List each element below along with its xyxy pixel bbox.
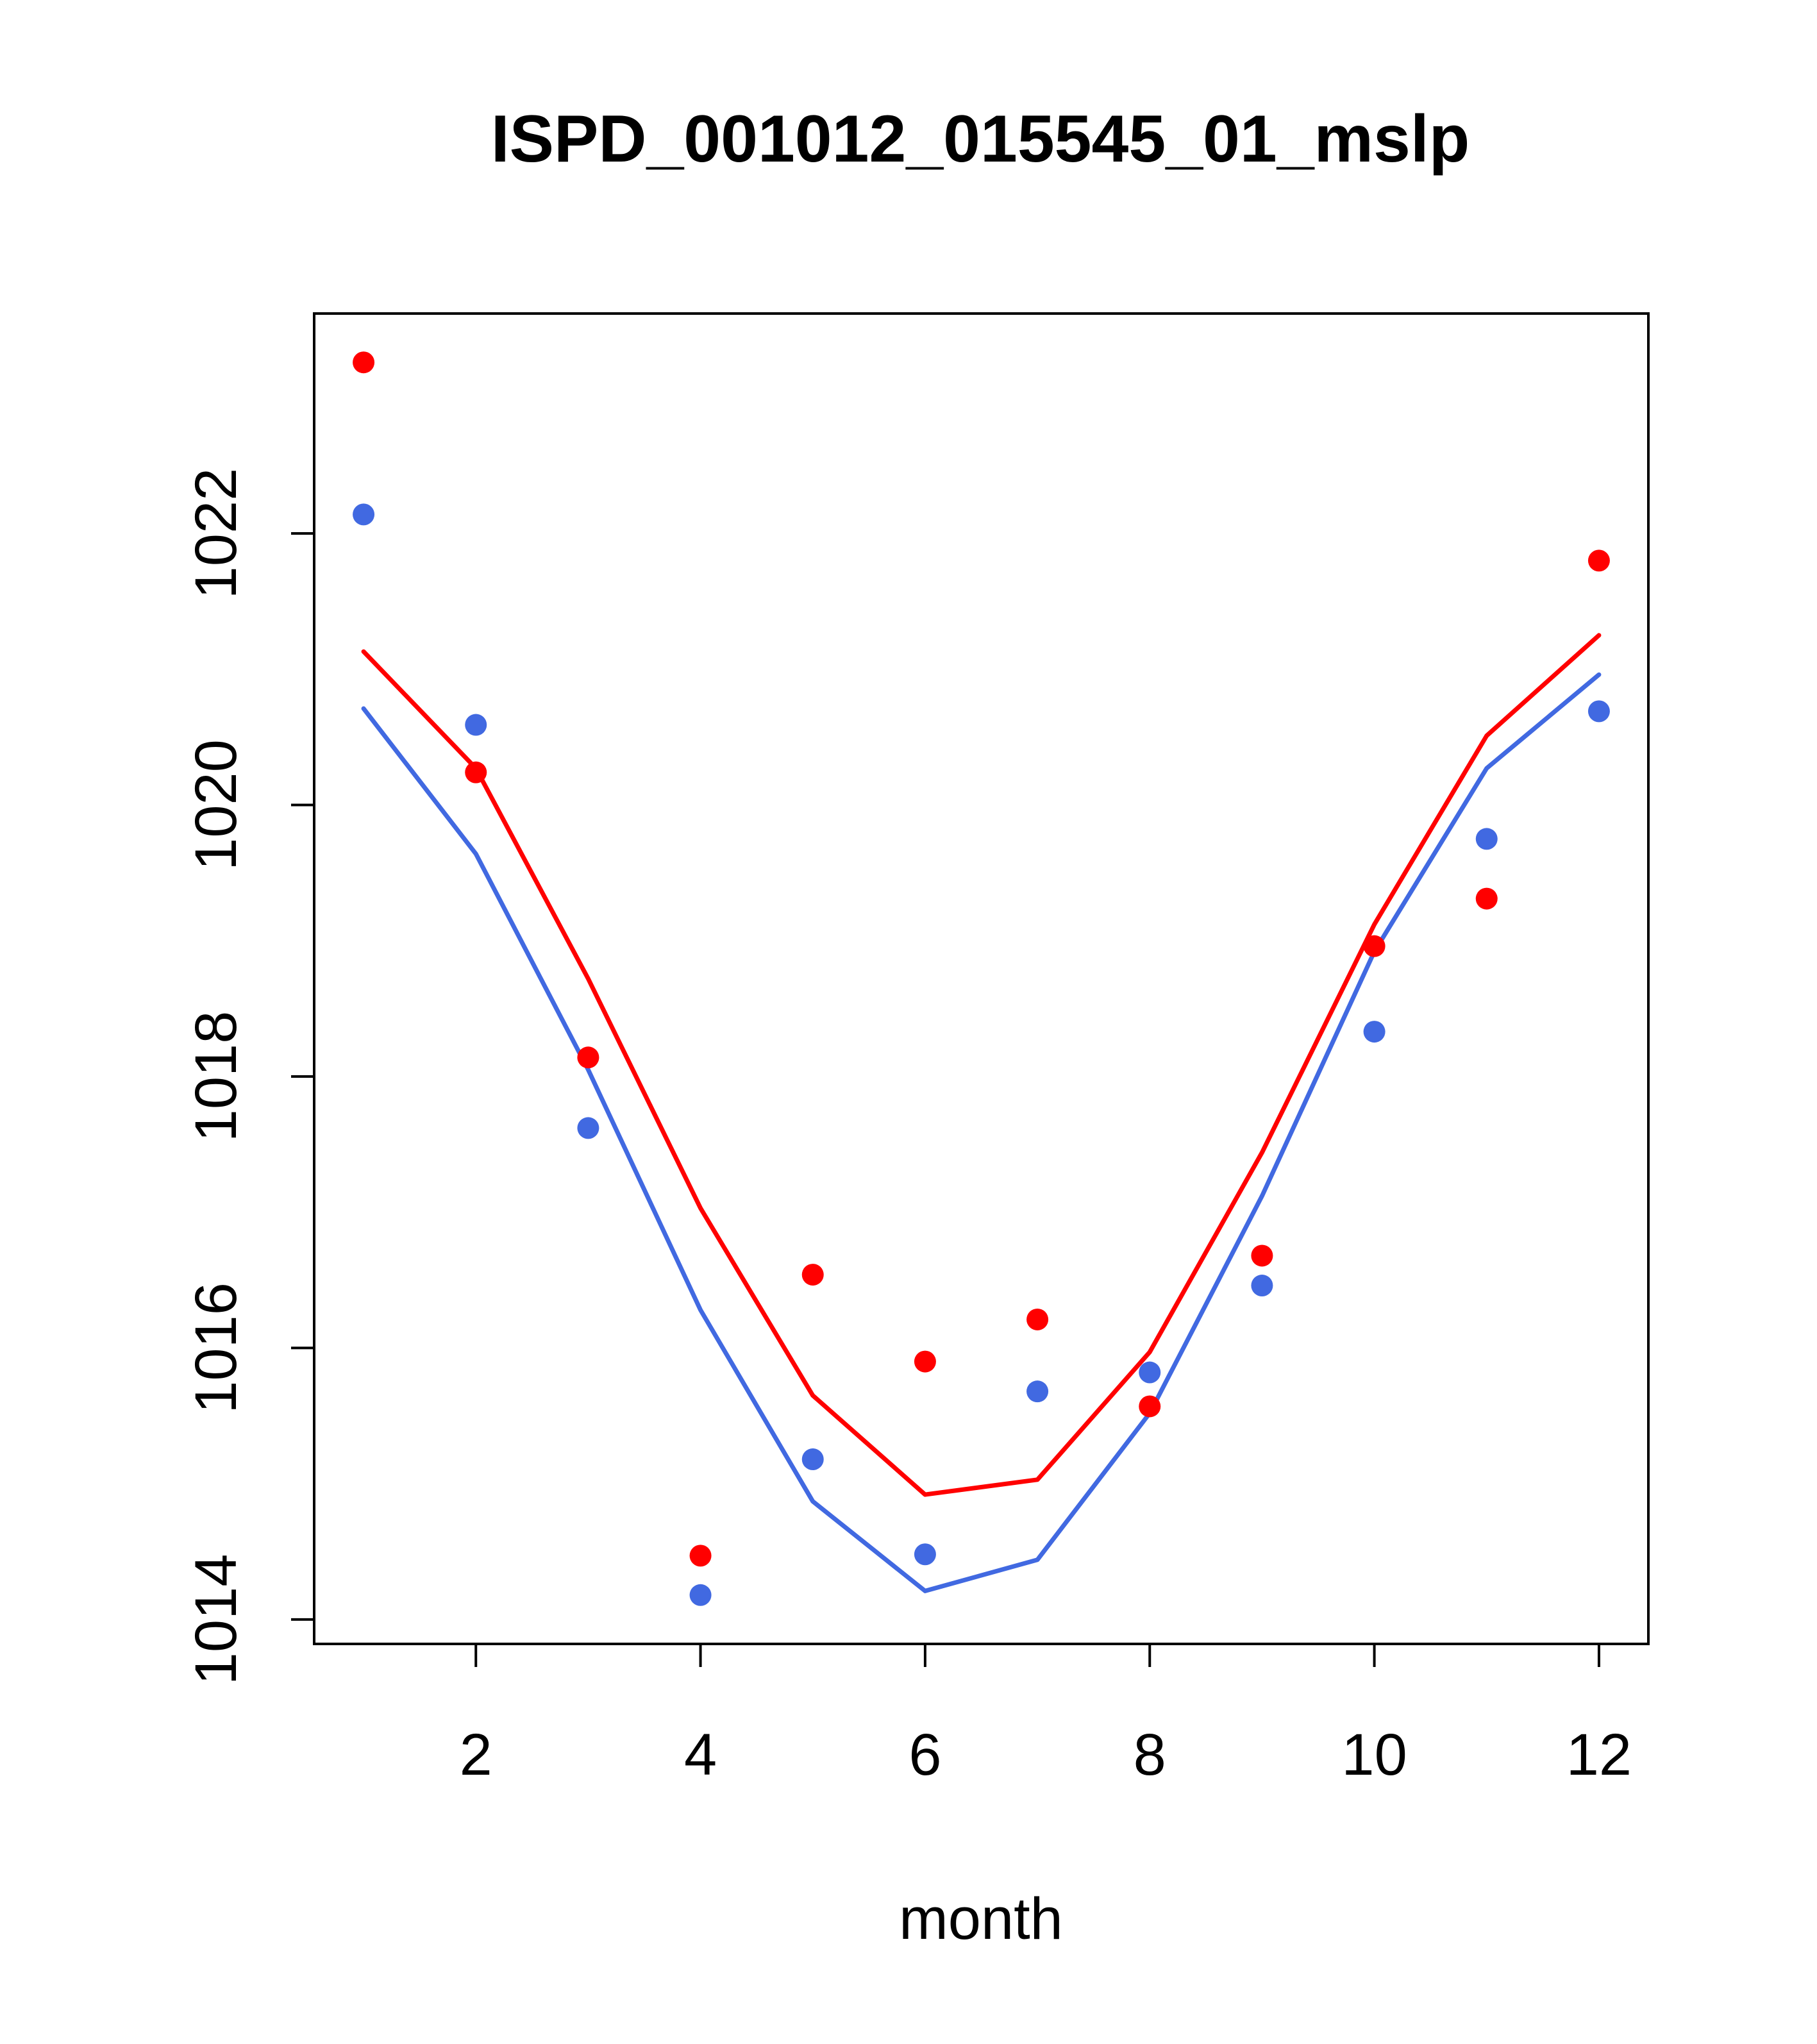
blue-point xyxy=(577,1117,599,1139)
red-point xyxy=(801,1264,824,1286)
y-axis: 1014 1016 1018 1020 1022 xyxy=(183,468,315,1686)
blue-point xyxy=(1475,828,1498,850)
x-tick-label: 2 xyxy=(460,1722,492,1788)
red-point xyxy=(689,1545,712,1567)
x-tick-label: 8 xyxy=(1134,1722,1166,1788)
x-tick-label: 6 xyxy=(908,1722,941,1788)
series-layer xyxy=(353,351,1610,1606)
blue-point xyxy=(1251,1275,1273,1297)
y-tick-label: 1014 xyxy=(183,1554,249,1686)
red-point xyxy=(1587,549,1610,572)
red-point xyxy=(1026,1308,1049,1330)
x-tick-label: 12 xyxy=(1566,1722,1632,1788)
blue-line xyxy=(361,672,1602,1593)
y-tick-label: 1022 xyxy=(183,468,249,599)
red-point xyxy=(353,351,375,374)
blue-point xyxy=(465,714,487,736)
blue-point xyxy=(1587,700,1610,723)
red-point xyxy=(465,761,487,783)
red-point xyxy=(1251,1244,1273,1267)
y-tick-label: 1020 xyxy=(183,739,249,871)
red-line xyxy=(361,633,1602,1497)
red-point xyxy=(1363,935,1386,957)
red-point xyxy=(1475,887,1498,910)
red-point xyxy=(914,1350,936,1373)
y-tick-label: 1018 xyxy=(183,1011,249,1143)
blue-point xyxy=(914,1543,936,1566)
blue-point xyxy=(1139,1361,1161,1384)
x-tick-label: 4 xyxy=(684,1722,717,1788)
x-axis-label: month xyxy=(899,1886,1063,1952)
x-axis: 2 4 6 8 10 12 xyxy=(460,1643,1632,1788)
blue-point xyxy=(689,1584,712,1606)
chart-title: ISPD_001012_015545_01_mslp xyxy=(491,102,1470,176)
red-point xyxy=(1139,1395,1161,1418)
blue-point xyxy=(353,503,375,526)
red-point xyxy=(577,1046,599,1069)
blue-point xyxy=(1026,1380,1049,1403)
y-tick-label: 1016 xyxy=(183,1282,249,1414)
plot-frame xyxy=(313,312,1650,1645)
blue-point xyxy=(801,1448,824,1471)
x-tick-label: 10 xyxy=(1341,1722,1407,1788)
blue-point xyxy=(1363,1021,1386,1043)
